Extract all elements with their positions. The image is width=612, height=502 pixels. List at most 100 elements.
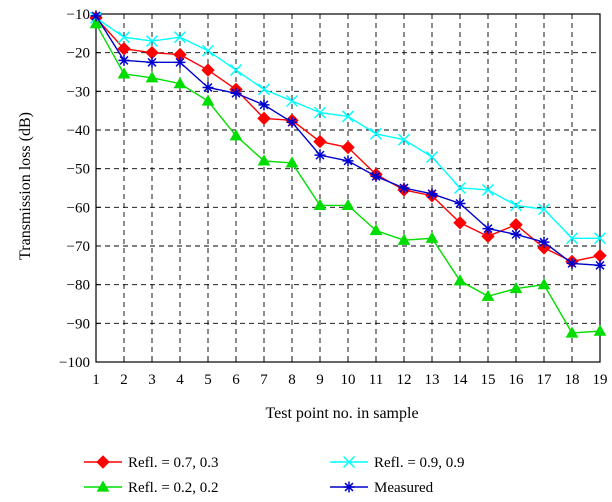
- data-point: [145, 35, 159, 48]
- y-tick-label: −80: [67, 278, 90, 294]
- data-point: [286, 116, 298, 128]
- data-point: [257, 111, 271, 126]
- data-point: [257, 154, 271, 166]
- data-point: [342, 455, 356, 469]
- data-point: [453, 181, 467, 195]
- data-point: [510, 228, 522, 240]
- data-point: [341, 110, 355, 123]
- data-point: [313, 198, 327, 211]
- data-point: [285, 94, 299, 108]
- legend-label: Refl. = 0.2, 0.2: [128, 480, 219, 496]
- data-point: [117, 67, 131, 79]
- data-point: [341, 198, 355, 211]
- data-point: [593, 324, 607, 336]
- x-tick-label: 10: [341, 372, 356, 388]
- data-point: [565, 232, 579, 245]
- data-point: [343, 481, 355, 493]
- data-point: [454, 197, 466, 209]
- y-tick-label: −100: [59, 355, 90, 371]
- y-axis-title: Transmission loss (dB): [17, 112, 34, 260]
- data-point: [90, 10, 102, 22]
- data-point: [369, 224, 383, 236]
- data-point: [202, 81, 214, 93]
- x-tick-label: 7: [260, 372, 268, 388]
- data-point: [314, 149, 326, 161]
- y-tick-label: −60: [67, 200, 90, 216]
- data-point: [594, 259, 606, 271]
- data-point: [565, 326, 579, 338]
- data-point: [201, 63, 215, 77]
- data-point: [481, 289, 495, 301]
- x-tick-label: 9: [316, 372, 324, 388]
- y-tick-label: −20: [67, 46, 90, 62]
- data-point: [201, 94, 215, 106]
- data-point: [369, 127, 383, 140]
- x-tick-label: 5: [204, 372, 212, 388]
- legend-label: Refl. = 0.9, 0.9: [374, 455, 465, 471]
- data-point: [313, 106, 327, 119]
- data-series: [89, 10, 607, 338]
- data-point: [146, 56, 158, 68]
- data-point: [397, 133, 411, 146]
- data-point: [258, 99, 270, 111]
- data-point: [566, 257, 578, 269]
- series-2: [89, 11, 607, 245]
- y-tick-label: −40: [67, 123, 90, 139]
- x-tick-label: 3: [148, 372, 156, 388]
- series-4: [90, 10, 606, 271]
- x-tick-label: 1: [92, 372, 100, 388]
- x-tick-label: 16: [509, 372, 525, 388]
- data-point: [537, 278, 551, 290]
- data-point: [229, 64, 243, 77]
- x-tick-label: 18: [565, 372, 580, 388]
- legend: Refl. = 0.7, 0.3 Refl. = 0.2, 0.2 Refl. = …: [84, 455, 465, 496]
- grid: [96, 14, 600, 362]
- data-point: [341, 140, 355, 155]
- data-point: [425, 231, 439, 243]
- data-point: [96, 480, 110, 492]
- legend-item: Refl. = 0.9, 0.9: [330, 455, 465, 471]
- x-tick-label: 8: [288, 372, 296, 388]
- data-point: [509, 199, 523, 212]
- legend-item: Refl. = 0.2, 0.2: [84, 480, 219, 496]
- data-point: [398, 182, 410, 194]
- legend-item: Measured: [330, 480, 434, 496]
- data-point: [538, 236, 550, 248]
- data-point: [285, 156, 299, 168]
- data-point: [593, 232, 607, 245]
- data-point: [229, 129, 243, 141]
- data-point: [174, 56, 186, 68]
- data-point: [201, 44, 215, 57]
- series-3: [89, 17, 607, 338]
- x-tick-label: 12: [397, 372, 412, 388]
- data-point: [453, 274, 467, 286]
- data-point: [173, 31, 187, 44]
- x-tick-label: 19: [593, 372, 608, 388]
- y-tick-label: −10: [67, 7, 90, 23]
- data-point: [482, 223, 494, 235]
- x-tick-label: 15: [481, 372, 496, 388]
- data-point: [117, 31, 131, 44]
- y-tick-label: −70: [67, 239, 90, 255]
- data-point: [481, 229, 495, 244]
- data-point: [370, 170, 382, 182]
- x-axis-title: Test point no. in sample: [265, 405, 418, 422]
- data-point: [397, 233, 411, 245]
- data-point: [89, 17, 103, 29]
- data-point: [96, 455, 110, 469]
- data-point: [425, 151, 439, 164]
- x-tick-label: 4: [176, 372, 184, 388]
- x-tick-label: 17: [537, 372, 553, 388]
- data-point: [426, 188, 438, 200]
- data-point: [118, 54, 130, 66]
- x-tick-label: 6: [232, 372, 240, 388]
- y-tick-label: −50: [67, 162, 90, 178]
- data-point: [173, 77, 187, 89]
- x-tick-label: 13: [425, 372, 440, 388]
- data-point: [313, 134, 327, 149]
- data-point: [509, 282, 523, 294]
- y-tick-label: −90: [67, 316, 90, 332]
- legend-item: Refl. = 0.7, 0.3: [84, 455, 219, 471]
